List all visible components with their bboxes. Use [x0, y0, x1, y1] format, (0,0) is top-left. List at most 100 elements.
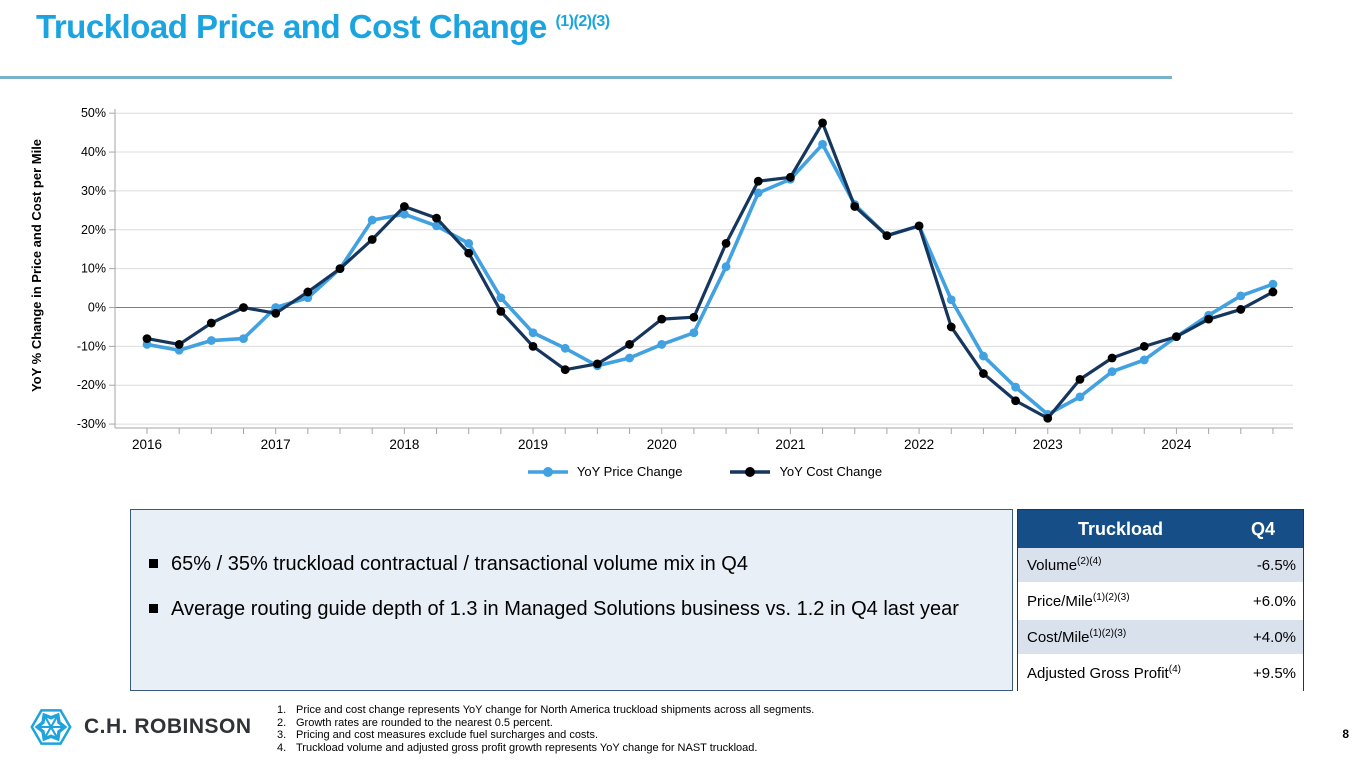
x-tick-label: 2016 [132, 437, 162, 452]
footnote-text: Price and cost change represents YoY cha… [296, 704, 815, 716]
table-row: Cost/Mile(1)(2)(3) +4.0% [1018, 620, 1303, 656]
data-point-price [689, 328, 699, 338]
table-row-value: +9.5% [1253, 664, 1296, 682]
legend-item-price: YoY Price Change [526, 464, 683, 479]
footnote-line: 2. Growth rates are rounded to the neares… [277, 717, 814, 730]
data-point-price [496, 293, 506, 303]
data-point-cost [625, 340, 634, 349]
table-row-value: -6.5% [1256, 556, 1296, 574]
data-point-price [753, 188, 763, 198]
hexagon-arrows-logo-icon [30, 709, 72, 745]
table-row-value: +6.0% [1253, 592, 1296, 610]
data-point-price [818, 139, 827, 149]
y-tick-label: 20% [81, 223, 106, 237]
legend-item-cost: YoY Cost Change [728, 464, 882, 479]
data-point-cost [850, 202, 860, 211]
data-point-cost [560, 365, 570, 375]
data-point-cost [657, 314, 667, 324]
legend-label: YoY Price Change [576, 464, 683, 479]
footnote-number: 3. [277, 729, 287, 742]
truckload-table: Truckload Q4 Volume(2)(4) -6.5% Price/Mile… [1017, 509, 1304, 692]
data-point-price [657, 340, 667, 349]
slide-title: Truckload Price and Cost Change (1)(2)(3… [36, 8, 610, 46]
data-point-cost [721, 238, 731, 248]
data-point-cost [786, 172, 795, 182]
table-row: Price/Mile(1)(2)(3) +6.0% [1018, 584, 1303, 620]
data-point-cost [946, 322, 956, 332]
table-header-q4: Q4 [1250, 518, 1275, 539]
data-point-price [399, 209, 409, 219]
data-point-cost [206, 318, 216, 328]
data-point-price [239, 334, 248, 343]
bullet-square-icon [149, 604, 158, 613]
table-row: Adjusted Gross Profit(4) +9.5% [1018, 656, 1303, 692]
company-logo: C.H. ROBINSON [28, 703, 252, 751]
table-row-label: Price/Mile(1)(2)(3) [1027, 592, 1130, 610]
bullet-text: Average routing guide depth of 1.3 in Ma… [171, 598, 959, 620]
slide-title-text: Truckload Price and Cost Change [36, 8, 547, 45]
highlight-bullet: Average routing guide depth of 1.3 in Ma… [149, 595, 982, 623]
page-number: 8 [1342, 727, 1349, 741]
table-row-value: +4.0% [1253, 628, 1296, 646]
y-tick-label: 50% [81, 106, 106, 120]
data-point-price [1236, 291, 1246, 301]
data-point-cost [1107, 353, 1117, 363]
data-point-cost [1236, 305, 1246, 314]
data-point-cost [1204, 314, 1214, 324]
x-tick-label: 2022 [904, 437, 934, 452]
x-tick-label: 2018 [389, 437, 419, 452]
footnotes: 1. Price and cost change represents YoY c… [277, 704, 814, 754]
data-point-price [1107, 367, 1117, 377]
data-point-cost [496, 306, 506, 316]
data-point-cost [528, 341, 538, 351]
data-point-cost [399, 202, 409, 211]
chart-canvas: 50% 40% 30% 20% 10% 0% -10% -20% -30% 2016 2017 201… [77, 106, 1293, 452]
chart-legend: YoY Price Change YoY Cost Change [115, 464, 1293, 479]
data-point-price [721, 262, 731, 272]
x-tick-label: 2020 [647, 437, 677, 452]
x-tick-label: 2019 [518, 437, 548, 452]
series-line-cost [145, 121, 1275, 420]
logo-text: C.H. ROBINSON [84, 715, 252, 738]
x-tick-label: 2021 [775, 437, 805, 452]
data-point-price [560, 343, 570, 353]
y-tick-label: 30% [81, 184, 106, 198]
data-point-cost [979, 369, 988, 378]
bullet-square-icon [149, 559, 158, 568]
y-tick-label: 10% [81, 262, 106, 276]
data-point-price [464, 238, 474, 248]
data-point-cost [1139, 341, 1149, 351]
footnote-number: 2. [277, 716, 287, 729]
footnote-line: 4. Truckload volume and adjusted gross pr… [277, 742, 814, 755]
x-tick-label: 2024 [1161, 437, 1192, 452]
table-row-superscript: (1)(2)(3) [1092, 592, 1130, 603]
data-point-cost [367, 235, 377, 244]
bullet-text: 65% / 35% truckload contractual / transa… [171, 553, 748, 575]
highlight-bullet: 65% / 35% truckload contractual / transa… [149, 550, 982, 578]
table-header-truckload: Truckload [1077, 518, 1164, 539]
footnote-line: 1. Price and cost change represents YoY c… [277, 704, 814, 717]
footnote-line: 3. Pricing and cost measures exclude fuel… [277, 729, 814, 742]
data-point-cost [239, 303, 248, 312]
data-point-price [946, 295, 956, 305]
data-point-price [206, 336, 216, 345]
table-row-superscript: (2)(4) [1077, 556, 1102, 567]
footnote-number: 1. [277, 704, 287, 716]
y-tick-label: -20% [77, 378, 106, 392]
footnote-text: Truckload volume and adjusted gross prof… [296, 741, 758, 754]
x-tick-label: 2023 [1033, 437, 1063, 452]
data-point-cost [1172, 332, 1181, 342]
data-point-price [528, 328, 538, 338]
y-tick-label: -10% [77, 339, 106, 353]
data-point-price [1075, 392, 1085, 402]
y-tick-label: -30% [77, 417, 106, 431]
data-point-cost [271, 308, 281, 318]
data-point-price [432, 221, 441, 231]
data-point-price [1268, 279, 1278, 289]
data-point-cost [882, 231, 892, 241]
legend-swatch [730, 466, 771, 477]
table-body: Volume(2)(4) -6.5% Price/Mile(1)(2)(3) +6.0… [1018, 548, 1303, 692]
table-row-superscript: (1)(2)(3) [1089, 628, 1127, 639]
line-chart: 50% 40% 30% 20% 10% 0% -10% -20% -30% 2016 2017 201… [0, 95, 1340, 460]
